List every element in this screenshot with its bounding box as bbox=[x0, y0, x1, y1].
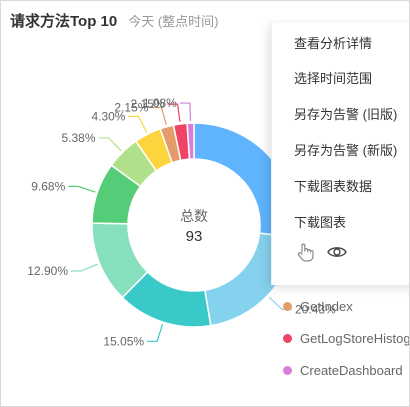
donut-slice[interactable] bbox=[186, 122, 195, 160]
chart-context-menu: 查看分析详情 选择时间范围 另存为告警 (旧版) 另存为告警 (新版) 下载图表… bbox=[271, 23, 409, 285]
menu-item-select-time-range[interactable]: 选择时间范围 bbox=[294, 71, 373, 86]
legend-item-getindex[interactable]: GetIndex bbox=[283, 299, 353, 314]
donut-slices bbox=[91, 122, 297, 328]
donut-center-value: 93 bbox=[186, 228, 203, 245]
legend-dot bbox=[283, 334, 292, 343]
menu-icon-row bbox=[294, 241, 348, 263]
chart-header: 请求方法Top 10 今天 (整点时间) bbox=[10, 10, 219, 30]
legend-label: GetLogStoreHistogram bbox=[300, 331, 410, 346]
time-range-label[interactable]: 今天 (整点时间) bbox=[128, 14, 219, 29]
slice-label: 5.38% bbox=[61, 131, 95, 145]
menu-item-download-chart[interactable]: 下载图表 bbox=[294, 215, 347, 230]
slice-label-leader bbox=[68, 185, 96, 193]
legend-label: GetIndex bbox=[300, 299, 353, 314]
legend-item-getlogstorehistogram[interactable]: GetLogStoreHistogram bbox=[283, 331, 410, 346]
hand-pointer-icon[interactable] bbox=[294, 241, 316, 263]
slice-label-leader bbox=[167, 103, 181, 123]
slice-label: 20.43% bbox=[295, 302, 336, 316]
donut-labels: 20.43%15.05%12.90%9.68%5.38%4.30%2.15%2.… bbox=[27, 96, 336, 348]
slice-label: 1.08% bbox=[143, 96, 177, 110]
donut-center-label: 总数 bbox=[180, 208, 208, 224]
slice-label-leader bbox=[151, 106, 167, 125]
menu-item-view-analysis-details[interactable]: 查看分析详情 bbox=[294, 36, 373, 51]
legend-label: CreateDashboard bbox=[300, 363, 403, 378]
chart-title: 请求方法Top 10 bbox=[10, 13, 118, 30]
slice-label-leader bbox=[147, 323, 164, 342]
menu-item-download-chart-data[interactable]: 下载图表数据 bbox=[294, 179, 373, 194]
slice-label-leader bbox=[71, 263, 98, 272]
legend-item-createdashboard[interactable]: CreateDashboard bbox=[283, 363, 403, 378]
menu-item-save-as-alert-legacy[interactable]: 另存为告警 (旧版) bbox=[294, 107, 398, 122]
slice-label: 2.15% bbox=[114, 100, 148, 114]
slice-label: 2.15% bbox=[131, 97, 165, 111]
slice-label: 9.68% bbox=[31, 179, 65, 193]
menu-item-save-as-alert-new[interactable]: 另存为告警 (新版) bbox=[294, 143, 398, 158]
slice-label: 12.90% bbox=[27, 264, 68, 278]
slice-label-leader bbox=[98, 137, 122, 152]
slice-label: 4.30% bbox=[91, 109, 125, 123]
legend-dot bbox=[283, 366, 292, 375]
slice-label-leader bbox=[179, 102, 192, 122]
slice-label-leader bbox=[128, 115, 148, 133]
legend-dot bbox=[283, 302, 292, 311]
slice-label: 15.05% bbox=[103, 334, 144, 348]
eye-icon[interactable] bbox=[326, 241, 348, 263]
